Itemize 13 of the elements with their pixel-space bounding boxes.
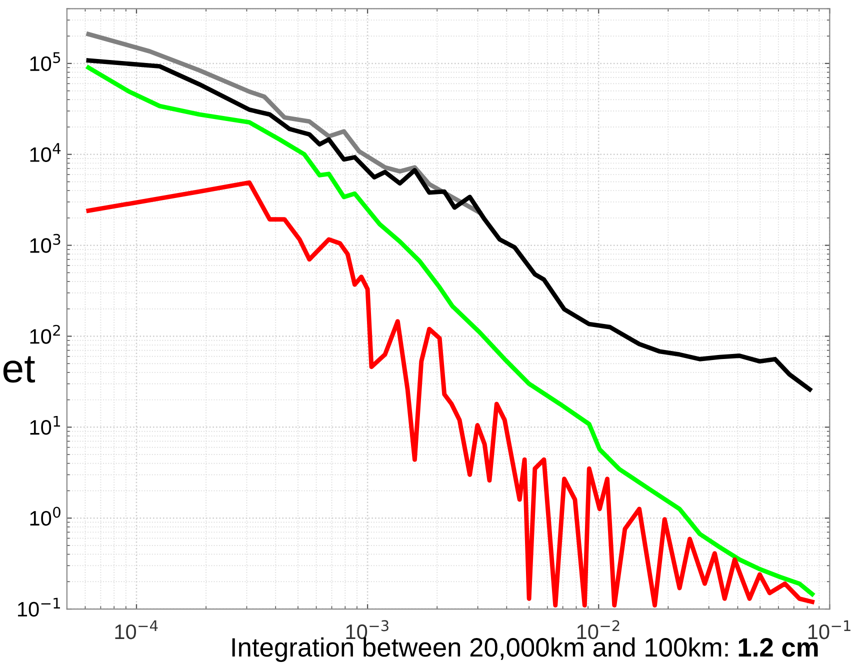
x-tick-label: 10$^{−2}$ <box>577 620 620 640</box>
y-tick-label: 10$^{1}$ <box>30 416 60 435</box>
text: 1.2 cm <box>738 638 818 657</box>
x-tick-label: 10$^{−3}$ <box>346 620 388 640</box>
y-tick-label: 10$^{0}$ <box>30 506 60 526</box>
y-tick-label: 10$^{2}$ <box>30 324 60 344</box>
y-tick-label: 10$^{5}$ <box>30 52 60 72</box>
y-tick-label: 10$^{3}$ <box>30 234 60 253</box>
x-tick-label: 10$^{−4}$ <box>115 620 158 640</box>
y-tick-label: 10$^{4}$ <box>30 143 61 162</box>
y-tick-label: 10$^{−1}$ <box>18 598 60 617</box>
text: et <box>3 356 36 383</box>
x-tick-label: 10$^{−1}$ <box>808 620 850 640</box>
